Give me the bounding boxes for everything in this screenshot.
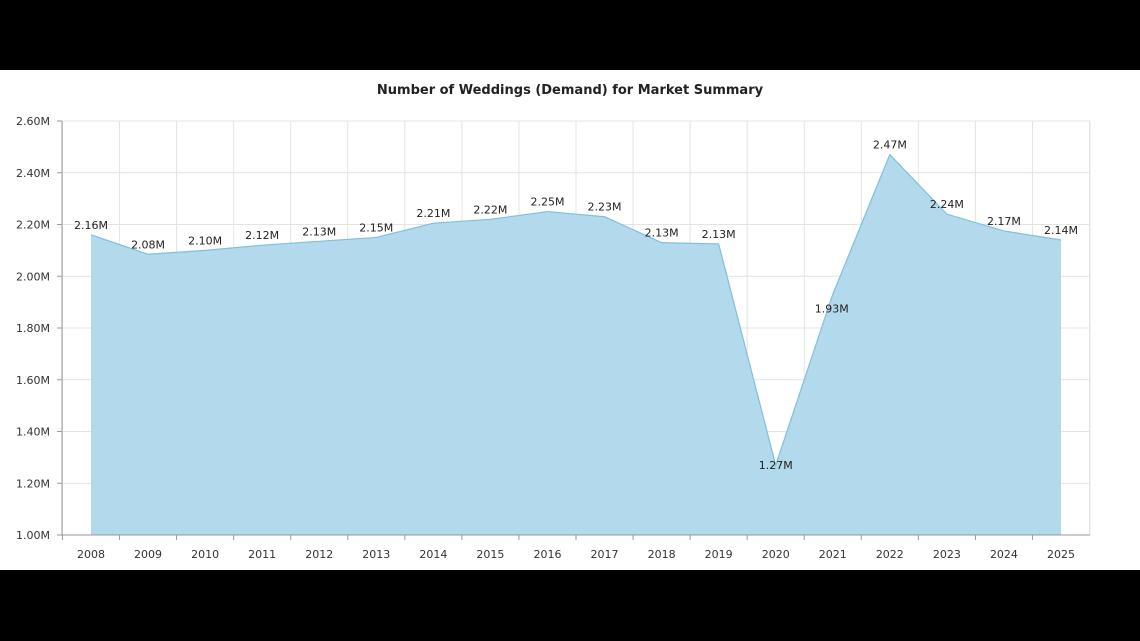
x-tick-label: 2012	[305, 548, 333, 561]
x-tick-label: 2013	[362, 548, 390, 561]
label-layer: 2.16M 2.08M 2.10M 2.12M 2.13M 2.15M 2.21M 2.22M…	[74, 139, 1078, 473]
data-label: 2.21M	[416, 207, 450, 220]
y-tick-label: 2.00M	[16, 270, 50, 283]
data-label: 1.93M	[815, 302, 849, 315]
y-tick-label: 1.60M	[16, 374, 50, 387]
x-tick-label: 2014	[419, 548, 447, 561]
data-label: 2.23M	[588, 201, 622, 214]
x-tick-label: 2011	[248, 548, 276, 561]
chart-title: Number of Weddings (Demand) for Market S…	[376, 83, 764, 98]
x-tick-label: 2018	[648, 548, 676, 561]
data-label: 2.17M	[987, 215, 1021, 228]
x-tick-label: 2019	[705, 548, 733, 561]
data-label: 2.16M	[74, 219, 108, 232]
data-label: 2.12M	[245, 229, 279, 242]
data-label: 1.27M	[759, 459, 793, 472]
y-tick-label: 1.80M	[16, 322, 50, 335]
x-tick-label: 2023	[933, 548, 961, 561]
y-tick-label: 2.60M	[16, 115, 50, 128]
data-label: 2.14M	[1044, 224, 1078, 237]
y-tick-label: 2.40M	[16, 167, 50, 180]
x-tick-label: 2009	[134, 548, 162, 561]
data-label: 2.24M	[930, 198, 964, 211]
data-label: 2.13M	[645, 227, 679, 240]
data-label: 2.13M	[302, 225, 336, 238]
area-layer	[90, 153, 1062, 535]
area-fill	[91, 154, 1061, 535]
x-tick-label: 2025	[1047, 548, 1075, 561]
data-label: 2.13M	[702, 228, 736, 241]
x-tick-label: 2021	[819, 548, 847, 561]
data-label: 2.25M	[530, 196, 564, 209]
area-line	[90, 153, 1062, 468]
x-tick-label: 2020	[762, 548, 790, 561]
data-label: 2.15M	[359, 221, 393, 234]
x-tick-label: 2016	[533, 548, 561, 561]
x-tick-label: 2008	[77, 548, 105, 561]
y-tick-label: 1.40M	[16, 426, 50, 439]
data-label: 2.22M	[473, 203, 507, 216]
data-label: 2.10M	[188, 234, 222, 247]
x-tick-label: 2022	[876, 548, 904, 561]
chart-panel: Number of Weddings (Demand) for Market S…	[0, 70, 1140, 570]
x-tick-label: 2017	[591, 548, 619, 561]
x-tick-label: 2024	[990, 548, 1018, 561]
y-tick-label: 1.00M	[16, 529, 50, 542]
y-tick-label: 1.20M	[16, 477, 50, 490]
data-label: 2.08M	[131, 238, 165, 251]
x-tick-label: 2015	[476, 548, 504, 561]
axis-layer: 1.00M 1.20M 1.40M 1.60M 1.80M 2.00M 2.20M 2.40M…	[16, 115, 1090, 561]
y-tick-label: 2.20M	[16, 219, 50, 232]
x-tick-label: 2010	[191, 548, 219, 561]
data-label: 2.47M	[873, 139, 907, 152]
area-chart: 1.00M 1.20M 1.40M 1.60M 1.80M 2.00M 2.20M 2.40M…	[16, 115, 1091, 561]
